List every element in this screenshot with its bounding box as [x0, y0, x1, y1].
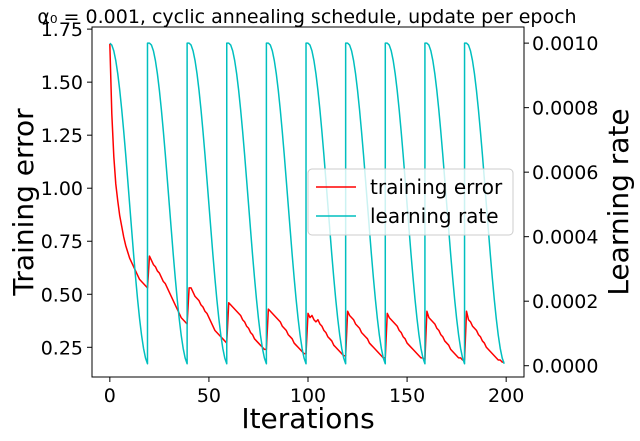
series-line-learning-rate: [109, 42, 505, 365]
y-axis-title-right: Learning rate: [602, 108, 635, 295]
legend: training error learning rate: [307, 168, 514, 236]
y-tick-label-right: 0.0006: [532, 162, 598, 184]
x-tick-label: 200: [488, 385, 524, 407]
y-tick-label-left: 1.75: [41, 19, 83, 41]
y-tick-label-right: 0.0004: [532, 227, 598, 249]
ticks-layer: 0 50 100 150 200 0.25 0.50 0.75 1.00 1.25 1.50 1.75…: [41, 19, 599, 407]
y-tick-label-right: 0.0008: [532, 98, 598, 120]
series-line-training-error: [109, 43, 505, 363]
y-tick-label-left: 1.00: [41, 178, 83, 200]
x-tick-label: 100: [290, 385, 326, 407]
x-tick-label: 0: [104, 385, 116, 407]
y-tick-label-left: 1.25: [41, 125, 83, 147]
y-tick-label-right: 0.0002: [532, 291, 598, 313]
x-tick-label: 50: [197, 385, 221, 407]
x-tick-label: 150: [389, 385, 425, 407]
chart-title: α₀ = 0.001, cyclic annealing schedule, u…: [37, 6, 576, 28]
y-tick-label-left: 0.75: [41, 231, 83, 253]
y-tick-label-right: 0.0010: [532, 33, 598, 55]
y-tick-label-left: 0.50: [41, 284, 83, 306]
legend-box: [307, 168, 514, 236]
y-axis-title-left: Training error: [7, 108, 40, 297]
y-tick-label-left: 0.25: [41, 337, 83, 359]
x-axis-title: Iterations: [241, 402, 374, 435]
series-lines-layer: [109, 42, 505, 365]
y-tick-label-left: 1.50: [41, 72, 83, 94]
legend-label-training-error: training error: [370, 175, 503, 199]
y-tick-label-right: 0.0000: [532, 356, 598, 378]
legend-label-learning-rate: learning rate: [370, 204, 499, 228]
